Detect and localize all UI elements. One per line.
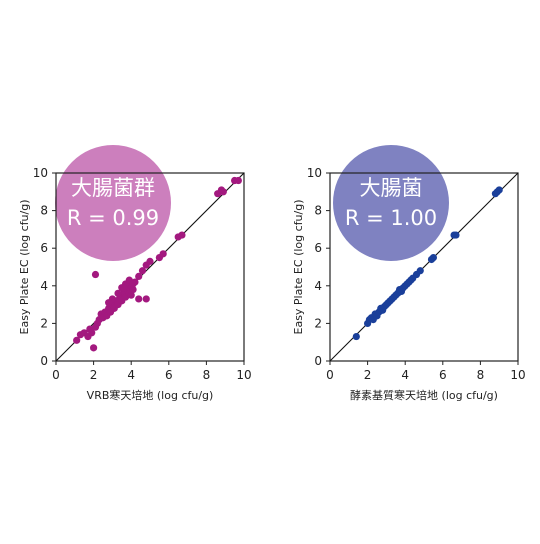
y-axis-title: Easy Plate EC (log cfu/g): [292, 200, 305, 335]
data-point: [219, 188, 227, 196]
data-point: [114, 289, 122, 297]
data-point: [452, 231, 460, 239]
x-tick-label: 0: [326, 368, 334, 382]
data-point: [159, 250, 167, 258]
x-tick-label: 8: [203, 368, 211, 382]
data-point: [135, 272, 143, 280]
y-tick-label: 4: [314, 279, 322, 293]
y-tick-label: 6: [314, 241, 322, 255]
x-tick-label: 6: [439, 368, 447, 382]
data-point: [416, 267, 424, 275]
badge-r-value: R = 0.99: [67, 206, 159, 230]
plot-frame: [55, 172, 245, 362]
x-tick-label: 4: [401, 368, 409, 382]
badge-title: 大腸菌: [360, 176, 423, 200]
chart-2: 0 2 4 6 8 10 0 2 4 6 8 10 大腸菌 R = 1.00 酵素基質寒天培地 (log c…: [292, 145, 526, 402]
y-tick-label: 0: [40, 354, 48, 368]
data-point: [88, 329, 96, 337]
data-point: [234, 176, 242, 185]
x-tick-label: 10: [510, 368, 525, 382]
reference-line: [329, 172, 519, 362]
x-tick-label: 4: [127, 368, 135, 382]
y-tick-label: 10: [307, 166, 322, 180]
x-tick-label: 0: [52, 368, 60, 382]
data-point: [73, 336, 81, 344]
badge-circle: [55, 145, 171, 261]
data-point: [90, 344, 98, 352]
data-point: [495, 186, 503, 194]
y-tick-label: 4: [40, 279, 48, 293]
x-axis-title: 酵素基質寒天培地 (log cfu/g): [350, 388, 498, 402]
badge-circle: [333, 145, 449, 261]
data-point: [138, 267, 147, 275]
x-tick-label: 8: [477, 368, 485, 382]
x-axis-title: VRB寒天培地 (log cfu/g): [87, 388, 214, 402]
badge-r-value: R = 1.00: [345, 206, 437, 230]
data-point: [352, 332, 360, 341]
x-tick-label: 2: [90, 368, 98, 382]
badge-title: 大腸菌群: [71, 176, 155, 200]
data-point: [135, 295, 143, 303]
x-tick-label: 10: [236, 368, 251, 382]
chart-1: 0 2 4 6 8 10 0 2 4 6 8 10 大腸菌群 R = 0.99 VRB寒天培地 (log c…: [18, 145, 252, 402]
y-tick-label: 0: [314, 354, 322, 368]
data-point: [105, 299, 113, 307]
y-axis-title: Easy Plate EC (log cfu/g): [18, 200, 31, 335]
data-point: [142, 295, 150, 303]
data-point: [178, 231, 186, 239]
data-point: [120, 284, 128, 292]
y-tick-label: 8: [40, 204, 48, 218]
y-tick-label: 6: [40, 241, 48, 255]
x-tick-label: 2: [364, 368, 372, 382]
y-tick-label: 10: [33, 166, 48, 180]
data-point: [129, 280, 137, 288]
data-point: [91, 270, 100, 279]
data-point: [429, 254, 437, 262]
y-tick-label: 8: [314, 204, 322, 218]
y-tick-label: 2: [314, 316, 322, 330]
data-point: [146, 257, 154, 265]
y-tick-label: 2: [40, 316, 48, 330]
plot-frame: [329, 172, 519, 362]
data-point: [127, 291, 135, 299]
data-point: [129, 285, 137, 294]
x-tick-label: 6: [165, 368, 173, 382]
